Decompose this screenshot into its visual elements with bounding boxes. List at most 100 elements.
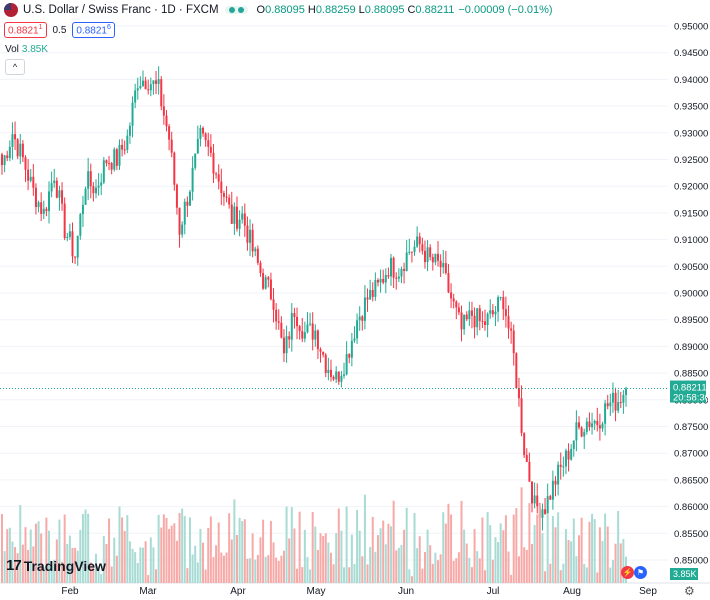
candle-body[interactable] [363, 297, 366, 321]
candle-body[interactable] [63, 203, 66, 239]
candle-body[interactable] [301, 331, 304, 339]
candle-body[interactable] [384, 275, 387, 283]
candle-body[interactable] [379, 278, 382, 283]
current-price-tag[interactable] [670, 380, 706, 403]
candle-body[interactable] [40, 202, 43, 214]
candle-body[interactable] [196, 138, 199, 154]
candle-body[interactable] [510, 328, 513, 331]
candle-body[interactable] [155, 80, 158, 84]
candle-body[interactable] [617, 402, 620, 411]
candle-body[interactable] [395, 277, 398, 279]
candle-body[interactable] [188, 191, 191, 206]
candle-body[interactable] [267, 277, 270, 280]
candle-body[interactable] [215, 173, 218, 175]
buy-button[interactable]: 0.88216 [72, 22, 115, 39]
lightning-event-icon[interactable]: ⚡ [621, 566, 634, 579]
candle-body[interactable] [147, 89, 150, 91]
candle-body[interactable] [228, 197, 231, 205]
candle-body[interactable] [3, 155, 6, 166]
candle-body[interactable] [50, 183, 53, 192]
candle-body[interactable] [557, 464, 560, 485]
candle-body[interactable] [222, 193, 225, 197]
candle-body[interactable] [178, 207, 181, 235]
candle-body[interactable] [583, 431, 586, 437]
candle-body[interactable] [293, 313, 296, 317]
candle-body[interactable] [410, 251, 413, 253]
candle-body[interactable] [89, 171, 92, 187]
candle-body[interactable] [144, 80, 147, 90]
candle-body[interactable] [564, 450, 567, 467]
candle-body[interactable] [66, 236, 69, 239]
candle-body[interactable] [622, 394, 625, 403]
candle-body[interactable] [515, 353, 518, 389]
candle-body[interactable] [484, 321, 487, 325]
market-status-icon[interactable] [224, 6, 248, 14]
candle-body[interactable] [254, 248, 257, 252]
candle-body[interactable] [468, 310, 471, 320]
candle-body[interactable] [549, 496, 552, 500]
candle-body[interactable] [235, 206, 238, 229]
candle-body[interactable] [92, 186, 95, 194]
candle-body[interactable] [478, 308, 481, 322]
candle-body[interactable] [238, 219, 241, 229]
candle-body[interactable] [544, 509, 547, 515]
candle-body[interactable] [128, 125, 131, 136]
candle-body[interactable] [16, 139, 19, 157]
candle-body[interactable] [429, 247, 432, 258]
candle-body[interactable] [426, 247, 429, 263]
tradingview-logo[interactable]: 17 TradingView [6, 557, 106, 574]
candle-body[interactable] [329, 369, 332, 377]
candle-body[interactable] [68, 231, 71, 237]
candle-body[interactable] [416, 236, 419, 247]
candle-body[interactable] [327, 369, 330, 373]
candle-body[interactable] [465, 314, 468, 320]
candle-body[interactable] [580, 427, 583, 437]
candle-body[interactable] [463, 314, 466, 330]
candle-body[interactable] [601, 423, 604, 429]
symbol-title[interactable]: U.S. Dollar / Swiss Franc · 1D · FXCM [23, 4, 219, 16]
candle-body[interactable] [499, 297, 502, 299]
candle-body[interactable] [108, 163, 111, 165]
candle-body[interactable] [199, 127, 202, 139]
candle-body[interactable] [588, 421, 591, 428]
candle-body[interactable] [141, 80, 144, 87]
candle-body[interactable] [314, 330, 317, 340]
candle-body[interactable] [113, 149, 116, 170]
candle-body[interactable] [619, 402, 622, 404]
candle-body[interactable] [191, 167, 194, 192]
candle-body[interactable] [520, 398, 523, 434]
candle-body[interactable] [369, 289, 372, 300]
candle-body[interactable] [21, 143, 24, 158]
candle-body[interactable] [61, 190, 64, 204]
candle-body[interactable] [212, 152, 215, 174]
candle-body[interactable] [421, 244, 424, 251]
candle-body[interactable] [230, 204, 233, 224]
candle-body[interactable] [476, 308, 479, 328]
candle-body[interactable] [157, 79, 160, 84]
candle-body[interactable] [442, 263, 445, 268]
candle-body[interactable] [418, 236, 421, 245]
collapse-legend-button[interactable]: ^ [5, 59, 25, 75]
candle-body[interactable] [572, 440, 575, 449]
candle-body[interactable] [165, 115, 168, 127]
candle-body[interactable] [343, 374, 346, 376]
candle-body[interactable] [614, 392, 617, 411]
candle-body[interactable] [58, 190, 61, 198]
candle-body[interactable] [309, 323, 312, 325]
candle-body[interactable] [249, 229, 252, 243]
candle-body[interactable] [361, 316, 364, 321]
candle-body[interactable] [202, 127, 205, 134]
candle-body[interactable] [423, 250, 426, 263]
candle-body[interactable] [170, 139, 173, 153]
candle-body[interactable] [324, 354, 327, 373]
candle-body[interactable] [431, 257, 434, 263]
candle-body[interactable] [528, 461, 531, 482]
candle-body[interactable] [280, 322, 283, 338]
candle-body[interactable] [121, 144, 124, 150]
candle-body[interactable] [408, 251, 411, 253]
candle-body[interactable] [42, 208, 45, 214]
candle-body[interactable] [316, 330, 319, 350]
candle-body[interactable] [24, 157, 27, 170]
candle-body[interactable] [269, 279, 272, 300]
candle-body[interactable] [74, 256, 77, 258]
